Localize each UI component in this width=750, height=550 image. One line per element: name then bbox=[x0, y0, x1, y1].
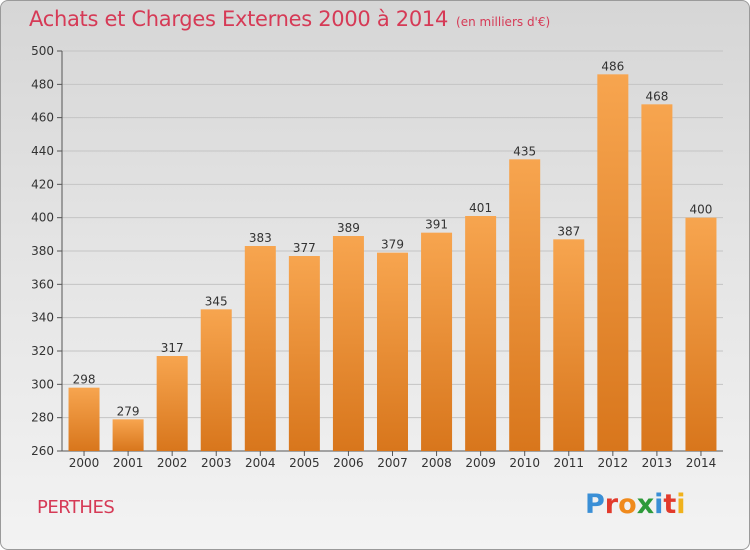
data-label: 486 bbox=[601, 59, 624, 73]
logo-letter: r bbox=[604, 489, 619, 520]
chart-unit: (en milliers d'€) bbox=[456, 15, 551, 29]
logo-letter: P bbox=[585, 489, 605, 520]
town-name: PERTHES bbox=[37, 497, 115, 518]
data-label: 379 bbox=[381, 238, 404, 252]
bar-2002 bbox=[156, 356, 188, 451]
x-tick-label: 2010 bbox=[509, 456, 540, 470]
bar-2013 bbox=[641, 104, 673, 451]
bar-2003 bbox=[200, 309, 232, 451]
data-label: 317 bbox=[161, 341, 184, 355]
logo-letter: i bbox=[676, 489, 686, 520]
logo-letter: t bbox=[663, 489, 677, 520]
data-label: 391 bbox=[425, 218, 448, 232]
logo-letter: i bbox=[654, 489, 664, 520]
y-tick-label: 380 bbox=[31, 244, 54, 258]
bars bbox=[68, 74, 717, 452]
bar-2012 bbox=[597, 74, 629, 451]
data-label: 387 bbox=[557, 224, 580, 238]
proxiti-logo: Proxiti bbox=[585, 489, 686, 520]
data-label: 279 bbox=[117, 404, 140, 418]
y-tick-label: 420 bbox=[31, 177, 54, 191]
y-tick-label: 360 bbox=[31, 277, 54, 291]
y-tick-labels: 260 280 300 320 340 360 380 400 420 440 460 480 500 bbox=[31, 44, 54, 458]
x-tick-label: 2005 bbox=[289, 456, 320, 470]
bar-2007 bbox=[377, 252, 408, 451]
x-tick-label: 2000 bbox=[69, 456, 100, 470]
y-tick-label: 300 bbox=[31, 377, 54, 391]
bar-2005 bbox=[288, 256, 320, 451]
x-tick-label: 2011 bbox=[553, 456, 584, 470]
y-tick-label: 400 bbox=[31, 211, 54, 225]
x-tick-label: 2001 bbox=[113, 456, 144, 470]
y-tick-label: 480 bbox=[31, 77, 54, 91]
data-label: 389 bbox=[337, 221, 360, 235]
x-tick-label: 2004 bbox=[245, 456, 276, 470]
x-tick-labels: 2000 2001 2002 2003 2004 2005 2006 2007 2008 2009… bbox=[69, 456, 716, 470]
x-tick-label: 2003 bbox=[201, 456, 232, 470]
data-label: 468 bbox=[645, 89, 668, 103]
x-tick-label: 2009 bbox=[465, 456, 496, 470]
logo-letter: o bbox=[618, 489, 637, 520]
title-row: Achats et Charges Externes 2000 à 2014 (e… bbox=[29, 7, 550, 31]
x-tick-label: 2014 bbox=[686, 456, 717, 470]
y-tick-label: 440 bbox=[31, 144, 54, 158]
y-tick-label: 460 bbox=[31, 111, 54, 125]
bar-2001 bbox=[112, 419, 144, 451]
chart-title: Achats et Charges Externes 2000 à 2014 bbox=[29, 7, 449, 31]
x-tick-label: 2006 bbox=[333, 456, 364, 470]
bar-2004 bbox=[244, 246, 276, 451]
x-tick-label: 2013 bbox=[642, 456, 673, 470]
y-tick-label: 280 bbox=[31, 411, 54, 425]
logo-letter: x bbox=[636, 489, 655, 520]
bar-2000 bbox=[68, 387, 100, 451]
data-label: 435 bbox=[513, 144, 536, 158]
y-tick-label: 320 bbox=[31, 344, 54, 358]
bar-2014 bbox=[685, 217, 717, 451]
data-label: 383 bbox=[249, 231, 272, 245]
x-tick-label: 2008 bbox=[421, 456, 452, 470]
y-tick-label: 260 bbox=[31, 444, 54, 458]
data-label: 377 bbox=[293, 241, 316, 255]
bar-2008 bbox=[421, 232, 453, 451]
bar-2011 bbox=[553, 239, 585, 451]
data-label: 345 bbox=[205, 294, 228, 308]
y-tick-label: 340 bbox=[31, 311, 54, 325]
data-label: 400 bbox=[690, 203, 713, 217]
data-label: 298 bbox=[73, 373, 96, 387]
data-labels: 298 279 317 345 383 377 389 379 391 401 435 387 486 4… bbox=[73, 59, 713, 418]
bar-2009 bbox=[465, 216, 497, 451]
y-tick-label: 500 bbox=[31, 44, 54, 58]
bar-2010 bbox=[509, 159, 541, 452]
bar-2006 bbox=[332, 236, 364, 451]
x-tick-label: 2007 bbox=[377, 456, 408, 470]
x-tick-label: 2012 bbox=[598, 456, 629, 470]
data-label: 401 bbox=[469, 201, 492, 215]
x-tick-label: 2002 bbox=[157, 456, 188, 470]
